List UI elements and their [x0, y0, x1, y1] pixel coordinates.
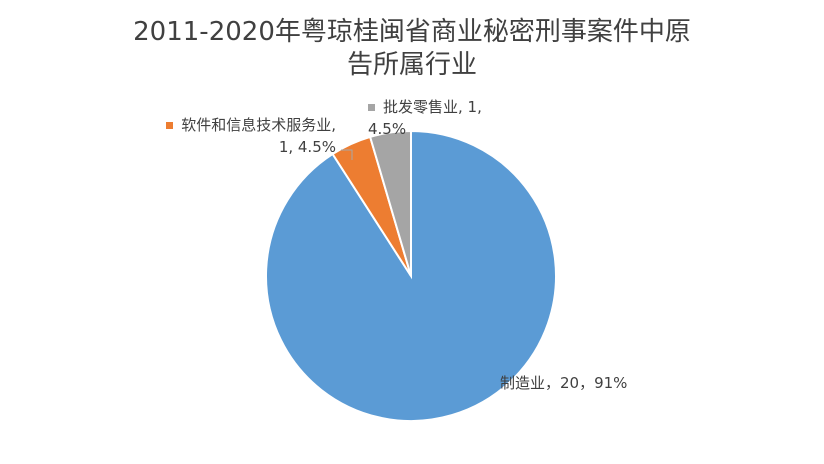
label-key	[166, 122, 174, 129]
chart-title: 2011-2020年粤琼桂闽省商业秘密刑事案件中原告所属行业	[133, 17, 691, 80]
data-label: 软件和信息技术服务业, 1, 4.5%	[181, 116, 336, 156]
data-label: 批发零售业, 1, 4.5%	[368, 98, 482, 138]
data-label-box: 软件和信息技术服务业, 1, 4.5%	[166, 114, 336, 158]
pie-slice	[368, 129, 412, 277]
leader-line	[341, 149, 353, 160]
data-label-box: 批发零售业, 1, 4.5%	[368, 96, 508, 140]
data-label: 制造业，20，91%	[500, 374, 628, 392]
label-key	[368, 104, 375, 111]
